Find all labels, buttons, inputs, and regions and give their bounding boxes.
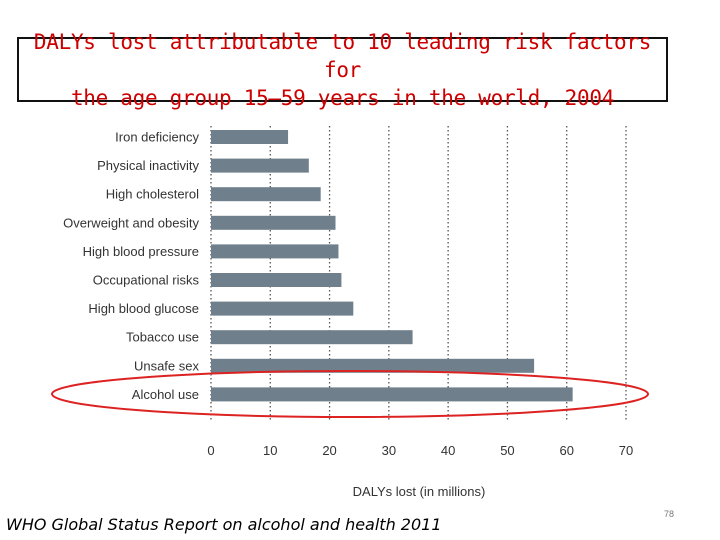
category-label-occupational-risks: Occupational risks: [93, 273, 200, 288]
tick-label-30: 30: [382, 443, 396, 458]
title-box: DALYs lost attributable to 10 leading ri…: [17, 30, 668, 110]
bar-iron-deficiency: [211, 130, 289, 144]
tick-label-50: 50: [500, 443, 514, 458]
tick-label-70: 70: [619, 443, 633, 458]
category-label-alcohol-use: Alcohol use: [132, 387, 199, 402]
source-citation: WHO Global Status Report on alcohol and …: [6, 515, 442, 534]
chart-title: DALYs lost attributable to 10 leading ri…: [33, 29, 652, 110]
x-axis-title: DALYs lost (in millions): [353, 484, 486, 499]
tick-label-0: 0: [207, 443, 214, 458]
category-label-tobacco-use: Tobacco use: [126, 330, 199, 345]
tick-label-10: 10: [263, 443, 277, 458]
tick-label-40: 40: [441, 443, 455, 458]
bar-overweight-and-obesity: [211, 215, 336, 230]
bar-tobacco-use: [211, 330, 413, 345]
bar-unsafe-sex: [211, 358, 535, 373]
tick-label-60: 60: [559, 443, 573, 458]
tick-label-20: 20: [322, 443, 336, 458]
category-label-unsafe-sex: Unsafe sex: [134, 358, 200, 373]
bar-physical-inactivity: [211, 158, 309, 173]
page-number: 78: [664, 509, 675, 519]
category-label-physical-inactivity: Physical inactivity: [97, 158, 199, 173]
category-label-high-blood-glucose: High blood glucose: [88, 301, 199, 316]
highlight-ellipse: [51, 370, 649, 418]
bar-high-cholesterol: [211, 187, 321, 202]
category-label-iron-deficiency: Iron deficiency: [115, 130, 199, 145]
bar-high-blood-pressure: [211, 244, 339, 259]
category-label-high-cholesterol: High cholesterol: [106, 187, 199, 202]
category-label-high-blood-pressure: High blood pressure: [83, 244, 199, 259]
bar-high-blood-glucose: [211, 301, 354, 316]
category-label-overweight-and-obesity: Overweight and obesity: [63, 215, 199, 230]
bar-alcohol-use: [211, 387, 573, 402]
bar-occupational-risks: [211, 273, 342, 287]
